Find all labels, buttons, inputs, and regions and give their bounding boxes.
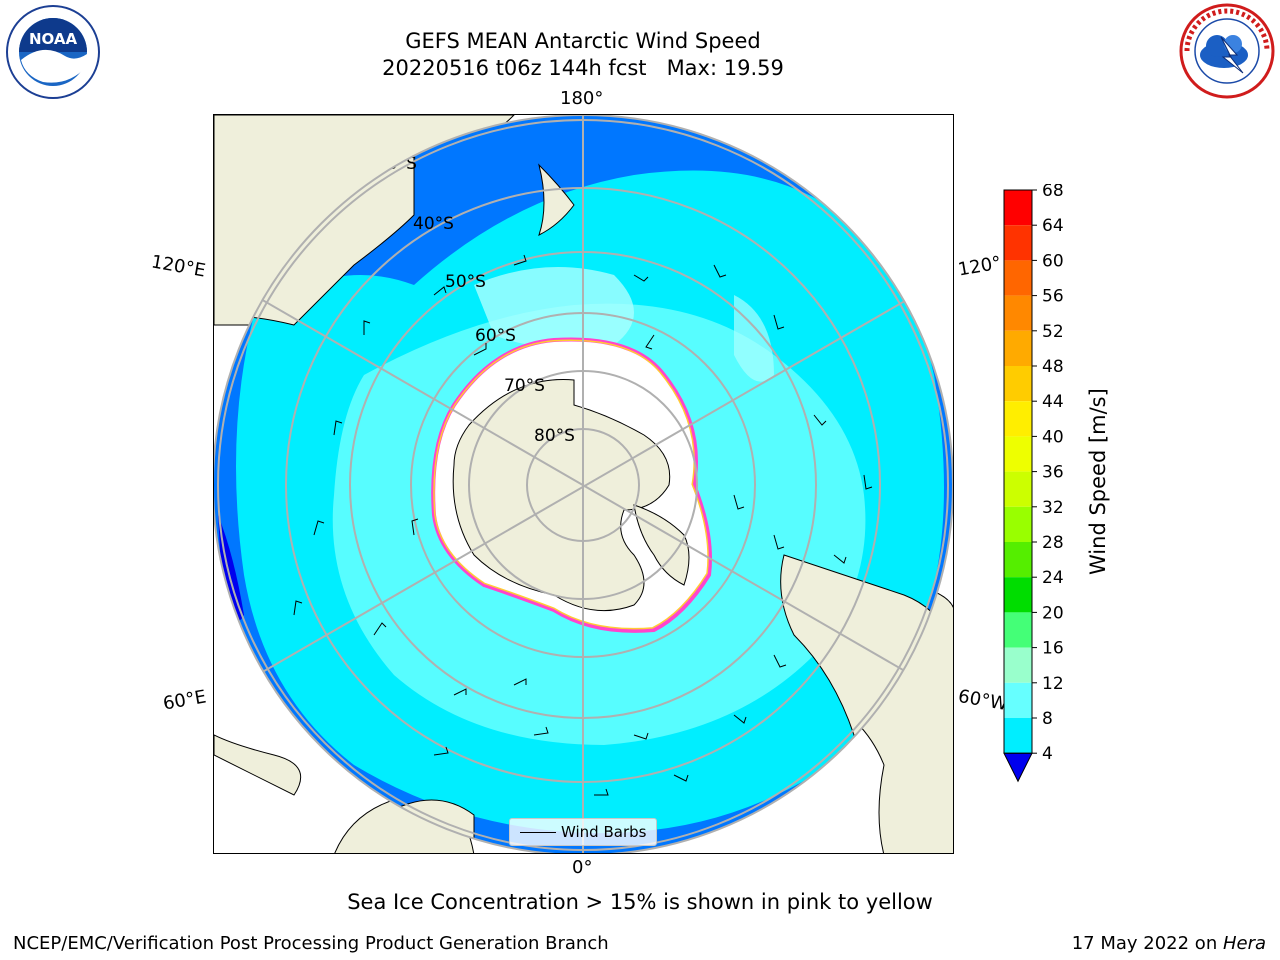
wind-barb-legend-label: Wind Barbs <box>561 823 647 841</box>
lat-label-70s: 70°S <box>504 376 545 396</box>
colorbar-tick-label: 52 <box>1042 322 1064 342</box>
wind-field: 30°S 40°S 50°S 60°S 70°S 80°S <box>214 115 953 853</box>
colorbar-tick-label: 56 <box>1042 287 1064 307</box>
footer-host: Hera <box>1222 933 1266 954</box>
colorbar: 68 64 60 56 52 48 44 40 36 32 28 24 20 16 12 8 4 <box>1003 184 1064 783</box>
colorbar-segment <box>1004 647 1032 683</box>
colorbar-segment <box>1004 295 1032 331</box>
colorbar-segment <box>1004 506 1032 542</box>
map-title: GEFS MEAN Antarctic Wind Speed <box>405 29 761 53</box>
lat-label-40s: 40°S <box>413 214 454 234</box>
colorbar-tick-label: 64 <box>1042 216 1064 236</box>
colorbar-segment <box>1004 260 1032 296</box>
colorbar-tick-label: 24 <box>1042 568 1064 588</box>
colorbar-tick-label: 8 <box>1042 709 1053 729</box>
colorbar-tick-label: 20 <box>1042 603 1064 623</box>
wind-barbs <box>293 254 873 796</box>
colorbar-segment <box>1004 190 1032 226</box>
colorbar-tick-label: 60 <box>1042 251 1064 271</box>
lon-label-60e: 60°E <box>161 686 208 715</box>
noaa-logo-text: NOAA <box>29 30 78 48</box>
colorbar-tick-label: 12 <box>1042 674 1064 694</box>
colorbar-segment <box>1004 225 1032 261</box>
footer-date-text: 17 May 2022 on <box>1071 933 1223 954</box>
lat-label-60s: 60°S <box>475 326 516 346</box>
colorbar-title: Wind Speed [m/s] <box>1086 388 1110 575</box>
lon-label-120e: 120°E <box>149 251 208 282</box>
colorbar-segment <box>1004 542 1032 578</box>
wind-barb-legend-line <box>520 832 556 833</box>
map-panel: 30°S 40°S 50°S 60°S 70°S 80°S <box>213 114 954 854</box>
colorbar-tick-label: 16 <box>1042 639 1064 659</box>
colorbar-tick-label: 4 <box>1042 744 1053 764</box>
colorbar-segment <box>1004 612 1032 648</box>
colorbar-tick-label: 28 <box>1042 533 1064 553</box>
colorbar-segment <box>1004 366 1032 402</box>
lon-label-180: 180° <box>560 88 604 109</box>
lon-label-0: 0° <box>572 857 593 878</box>
nws-logo <box>1179 3 1275 99</box>
footer-date: 17 May 2022 on Hera <box>1072 933 1266 954</box>
colorbar-extend-triangle <box>1003 752 1033 783</box>
colorbar-segment <box>1004 682 1032 718</box>
colorbar-segment <box>1004 436 1032 472</box>
colorbar-tick-label: 44 <box>1042 392 1064 412</box>
colorbar-tick-label: 68 <box>1042 184 1064 201</box>
colorbar-segment <box>1004 718 1032 754</box>
colorbar-tick-label: 48 <box>1042 357 1064 377</box>
colorbar-tick-label: 36 <box>1042 463 1064 483</box>
colorbar-segment <box>1004 471 1032 507</box>
map-legend: Wind Barbs <box>509 818 657 846</box>
noaa-logo: NOAA <box>6 5 100 99</box>
colorbar-segment <box>1004 330 1032 366</box>
map-subtitle: 20220516 t06z 144h fcst Max: 19.59 <box>382 56 784 80</box>
footer-branch: NCEP/EMC/Verification Post Processing Pr… <box>13 933 609 954</box>
colorbar-segment <box>1004 577 1032 613</box>
colorbar-tick-label: 40 <box>1042 427 1064 447</box>
lat-label-80s: 80°S <box>534 426 575 446</box>
colorbar-tick-label: 32 <box>1042 498 1064 518</box>
colorbar-segment <box>1004 401 1032 437</box>
lat-label-50s: 50°S <box>445 272 486 292</box>
sea-ice-note: Sea Ice Concentration > 15% is shown in … <box>347 890 933 914</box>
polar-map: 30°S 40°S 50°S 60°S 70°S 80°S <box>214 115 953 853</box>
